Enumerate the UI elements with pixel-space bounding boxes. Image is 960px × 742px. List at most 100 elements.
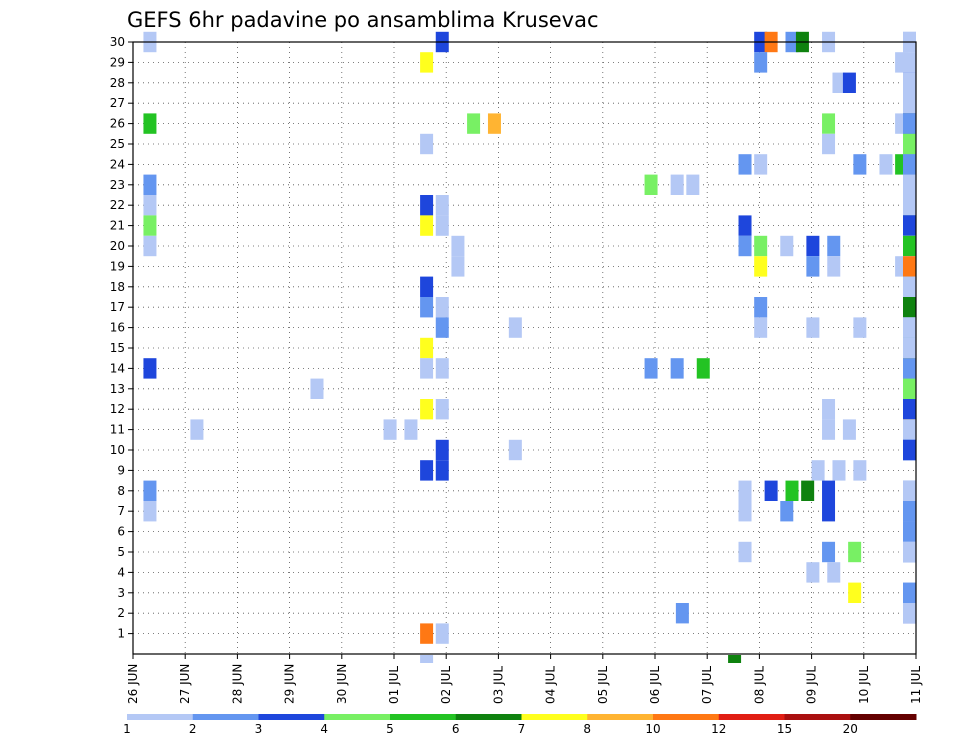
precip-cell — [903, 93, 916, 114]
precip-cell — [848, 541, 862, 563]
precip-cell — [903, 113, 916, 134]
precip-cell — [696, 358, 710, 379]
precip-cell — [822, 541, 836, 563]
precip-cell — [420, 276, 434, 297]
precip-cell — [435, 439, 449, 461]
precip-cell — [832, 72, 846, 93]
y-tick-label: 28 — [110, 76, 125, 90]
precipitation-cells — [143, 31, 916, 663]
precip-cell — [853, 460, 867, 481]
precip-cell — [903, 72, 916, 93]
precip-cell — [420, 399, 434, 420]
x-tick-label: 02 JUL — [439, 666, 453, 704]
x-tick-label: 01 JUL — [387, 666, 401, 704]
precip-cell — [832, 460, 846, 481]
x-tick-label: 08 JUL — [752, 666, 766, 704]
precip-cell — [903, 317, 916, 338]
precip-cell — [801, 480, 815, 501]
colorbar-label: 10 — [645, 722, 660, 736]
precip-cell — [785, 480, 799, 501]
precip-cell — [143, 113, 157, 134]
y-tick-label: 22 — [110, 198, 125, 212]
precip-cell — [903, 541, 916, 563]
precip-cell — [903, 358, 916, 379]
chart-title: GEFS 6hr padavine po ansamblima Krusevac — [127, 8, 599, 32]
y-tick-label: 3 — [117, 586, 125, 600]
precip-cell — [435, 297, 449, 318]
precip-cell — [675, 603, 689, 624]
precip-cell — [822, 501, 836, 522]
x-tick-label: 29 JUN — [283, 664, 297, 704]
precip-cell — [903, 235, 916, 257]
precip-cell — [738, 215, 752, 236]
precip-cell — [420, 297, 434, 318]
colorbar-swatch — [850, 714, 917, 720]
y-tick-label: 5 — [117, 545, 125, 559]
precip-cell — [435, 317, 449, 338]
x-tick-label: 11 JUL — [909, 666, 923, 704]
precip-cell — [754, 235, 768, 257]
colorbar-label: 3 — [255, 722, 263, 736]
precip-cell — [404, 419, 418, 440]
precip-cell — [420, 52, 434, 73]
colorbar-swatch — [718, 714, 785, 720]
precip-cell — [822, 480, 836, 501]
precip-cell — [451, 256, 465, 277]
y-tick-label: 25 — [110, 137, 125, 151]
precip-cell — [806, 235, 820, 257]
precip-cell — [420, 358, 434, 379]
x-tick-label: 07 JUL — [700, 666, 714, 704]
precip-cell — [143, 195, 157, 216]
precip-cell — [903, 378, 916, 399]
colorbar-label: 5 — [386, 722, 394, 736]
colorbar-swatch — [653, 714, 720, 720]
precip-cell — [143, 235, 157, 257]
precip-cell — [420, 460, 434, 481]
precip-cell — [467, 113, 481, 134]
y-tick-label: 17 — [110, 300, 125, 314]
precip-cell — [903, 52, 916, 73]
precip-cell — [903, 399, 916, 420]
y-tick-label: 18 — [110, 280, 125, 294]
y-tick-label: 10 — [110, 443, 125, 457]
colorbar-label: 15 — [777, 722, 792, 736]
y-tick-label: 30 — [110, 35, 125, 49]
precip-cell — [738, 154, 752, 175]
precip-cell — [903, 154, 916, 175]
y-tick-label: 12 — [110, 402, 125, 416]
precip-cell — [827, 562, 841, 583]
x-tick-label: 10 JUL — [857, 666, 871, 704]
precip-cell — [903, 256, 916, 277]
precip-cell — [420, 133, 434, 155]
precip-cell — [853, 154, 867, 175]
precip-cell — [738, 480, 752, 501]
precip-cell — [903, 582, 916, 603]
precip-cell — [435, 399, 449, 420]
colorbar-label: 4 — [320, 722, 328, 736]
precip-cell — [848, 582, 862, 603]
precip-cell — [686, 174, 700, 195]
precip-cell — [903, 419, 916, 440]
y-tick-label: 1 — [117, 627, 125, 641]
precip-cell — [806, 317, 820, 338]
precip-cell — [842, 72, 856, 93]
precip-cell — [754, 154, 768, 175]
precip-cell — [435, 623, 449, 644]
precip-cell — [903, 501, 916, 522]
x-tick-label: 05 JUL — [596, 666, 610, 704]
x-tick-label: 26 JUN — [126, 664, 140, 704]
precip-cell — [806, 562, 820, 583]
colorbar-label: 20 — [843, 722, 858, 736]
y-tick-label: 24 — [110, 157, 125, 171]
precip-cell — [508, 439, 522, 461]
precip-cell — [310, 378, 324, 399]
y-tick-label: 15 — [110, 341, 125, 355]
precip-cell — [670, 174, 684, 195]
precip-cell — [822, 419, 836, 440]
precip-cell — [754, 297, 768, 318]
precip-cell — [903, 337, 916, 359]
precip-cell — [383, 419, 397, 440]
x-tick-label: 30 JUN — [335, 664, 349, 704]
x-tick-label: 28 JUN — [230, 664, 244, 704]
